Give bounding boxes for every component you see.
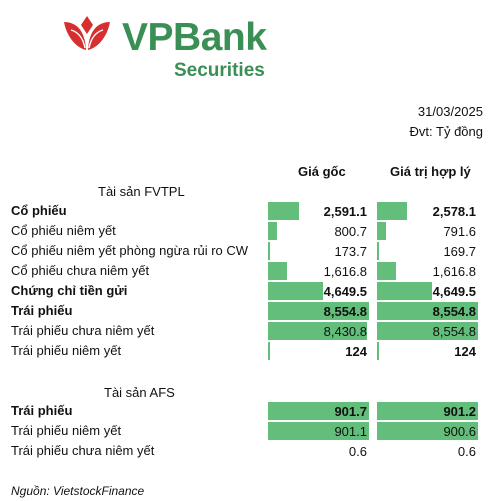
brand-name: VPBank bbox=[122, 16, 267, 59]
vpbank-lotus-icon bbox=[64, 16, 110, 50]
fair-value-value: 1,616.8 bbox=[432, 264, 476, 279]
table-row: Trái phiếu chưa niêm yết 0.6 0.6 bbox=[0, 441, 494, 461]
fair-value-bar bbox=[377, 242, 380, 260]
cost-cell: 173.7 bbox=[268, 242, 369, 260]
source-note: Nguồn: VietstockFinance bbox=[11, 484, 145, 498]
fair-value-cell: 901.2 bbox=[377, 402, 478, 420]
fair-value-bar bbox=[377, 282, 432, 300]
cost-value: 901.7 bbox=[334, 404, 367, 419]
fair-value-value: 0.6 bbox=[457, 444, 476, 459]
cost-cell: 124 bbox=[268, 342, 369, 360]
brand-subtitle: Securities bbox=[174, 60, 265, 81]
fair-value-cell: 8,554.8 bbox=[377, 322, 478, 340]
fair-value-bar bbox=[377, 302, 478, 320]
row-label: Trái phiếu bbox=[11, 303, 73, 318]
fair-value-bar bbox=[377, 222, 387, 240]
cost-cell: 901.7 bbox=[268, 402, 369, 420]
cost-value: 901.1 bbox=[334, 424, 367, 439]
row-label: Cổ phiếu niêm yết bbox=[11, 223, 116, 238]
cost-bar bbox=[268, 422, 369, 440]
table-row: Cổ phiếu niêm yết 800.7 791.6 bbox=[0, 221, 494, 241]
cost-value: 0.6 bbox=[348, 444, 367, 459]
fair-value-value: 8,554.8 bbox=[432, 324, 476, 339]
section-title-afs: Tài sản AFS bbox=[104, 385, 175, 400]
fair-value-cell: 2,578.1 bbox=[377, 202, 478, 220]
column-header-fair-value: Giá trị hợp lý bbox=[390, 164, 471, 179]
cost-value: 1,616.8 bbox=[323, 264, 367, 279]
section-title-fvtpl: Tài sản FVTPL bbox=[98, 184, 185, 199]
cost-cell: 8,554.8 bbox=[268, 302, 369, 320]
table-row: Trái phiếu niêm yết 901.1 900.6 bbox=[0, 421, 494, 441]
table-row: Trái phiếu chưa niêm yết 8,430.8 8,554.8 bbox=[0, 321, 494, 341]
cost-bar bbox=[268, 202, 299, 220]
fair-value-value: 8,554.8 bbox=[432, 304, 476, 319]
fair-value-cell: 8,554.8 bbox=[377, 302, 478, 320]
cost-bar bbox=[268, 262, 288, 280]
cost-bar bbox=[268, 222, 278, 240]
cost-bar bbox=[268, 242, 271, 260]
fair-value-cell: 0.6 bbox=[377, 442, 478, 460]
row-label: Trái phiếu bbox=[11, 403, 73, 418]
fair-value-cell: 4,649.5 bbox=[377, 282, 478, 300]
table-row: Cổ phiếu 2,591.1 2,578.1 bbox=[0, 201, 494, 221]
fair-value-cell: 169.7 bbox=[377, 242, 478, 260]
cost-bar bbox=[268, 342, 270, 360]
fair-value-bar bbox=[377, 402, 478, 420]
cost-cell: 800.7 bbox=[268, 222, 369, 240]
cost-bar bbox=[268, 302, 369, 320]
row-label: Cổ phiếu niêm yết phòng ngừa rủi ro CW bbox=[11, 243, 249, 258]
cost-cell: 901.1 bbox=[268, 422, 369, 440]
table-row: Cổ phiếu niêm yết phòng ngừa rủi ro CW 1… bbox=[0, 241, 494, 261]
cost-value: 124 bbox=[345, 344, 367, 359]
fair-value-cell: 124 bbox=[377, 342, 478, 360]
fair-value-bar bbox=[377, 342, 379, 360]
fair-value-bar bbox=[377, 202, 408, 220]
table-row: Trái phiếu 8,554.8 8,554.8 bbox=[0, 301, 494, 321]
fair-value-value: 169.7 bbox=[443, 244, 476, 259]
cost-cell: 4,649.5 bbox=[268, 282, 369, 300]
fair-value-cell: 1,616.8 bbox=[377, 262, 478, 280]
cost-value: 4,649.5 bbox=[323, 284, 367, 299]
row-label: Cổ phiếu bbox=[11, 203, 67, 218]
fair-value-value: 791.6 bbox=[443, 224, 476, 239]
row-label: Trái phiếu chưa niêm yết bbox=[11, 443, 155, 458]
fair-value-bar bbox=[377, 422, 478, 440]
row-label: Cổ phiếu chưa niêm yết bbox=[11, 263, 150, 278]
cost-bar bbox=[268, 282, 323, 300]
row-label: Chứng chỉ tiền gửi bbox=[11, 283, 128, 298]
fair-value-value: 900.6 bbox=[443, 424, 476, 439]
cost-cell: 8,430.8 bbox=[268, 322, 369, 340]
cost-cell: 2,591.1 bbox=[268, 202, 369, 220]
cost-value: 8,430.8 bbox=[323, 324, 367, 339]
fair-value-bar bbox=[377, 262, 397, 280]
table-row: Trái phiếu niêm yết 124 124 bbox=[0, 341, 494, 361]
cost-cell: 0.6 bbox=[268, 442, 369, 460]
column-header-cost: Giá gốc bbox=[298, 164, 346, 179]
fair-value-cell: 900.6 bbox=[377, 422, 478, 440]
table-row: Trái phiếu 901.7 901.2 bbox=[0, 401, 494, 421]
unit-label: Đvt: Tỷ đồng bbox=[409, 124, 483, 139]
fair-value-value: 4,649.5 bbox=[432, 284, 476, 299]
cost-cell: 1,616.8 bbox=[268, 262, 369, 280]
table-row: Cổ phiếu chưa niêm yết 1,616.8 1,616.8 bbox=[0, 261, 494, 281]
fair-value-cell: 791.6 bbox=[377, 222, 478, 240]
cost-value: 2,591.1 bbox=[323, 204, 367, 219]
vpbank-securities-logo: VPBank Securities bbox=[62, 14, 272, 84]
fair-value-bar bbox=[377, 322, 478, 340]
fair-value-value: 124 bbox=[454, 344, 476, 359]
cost-value: 173.7 bbox=[334, 244, 367, 259]
table-row: Chứng chỉ tiền gửi 4,649.5 4,649.5 bbox=[0, 281, 494, 301]
row-label: Trái phiếu niêm yết bbox=[11, 343, 122, 358]
cost-bar bbox=[268, 322, 368, 340]
cost-bar bbox=[268, 402, 369, 420]
cost-value: 800.7 bbox=[334, 224, 367, 239]
row-label: Trái phiếu chưa niêm yết bbox=[11, 323, 155, 338]
fair-value-value: 2,578.1 bbox=[432, 204, 476, 219]
cost-value: 8,554.8 bbox=[323, 304, 367, 319]
fair-value-value: 901.2 bbox=[443, 404, 476, 419]
row-label: Trái phiếu niêm yết bbox=[11, 423, 122, 438]
report-date: 31/03/2025 bbox=[417, 104, 483, 119]
